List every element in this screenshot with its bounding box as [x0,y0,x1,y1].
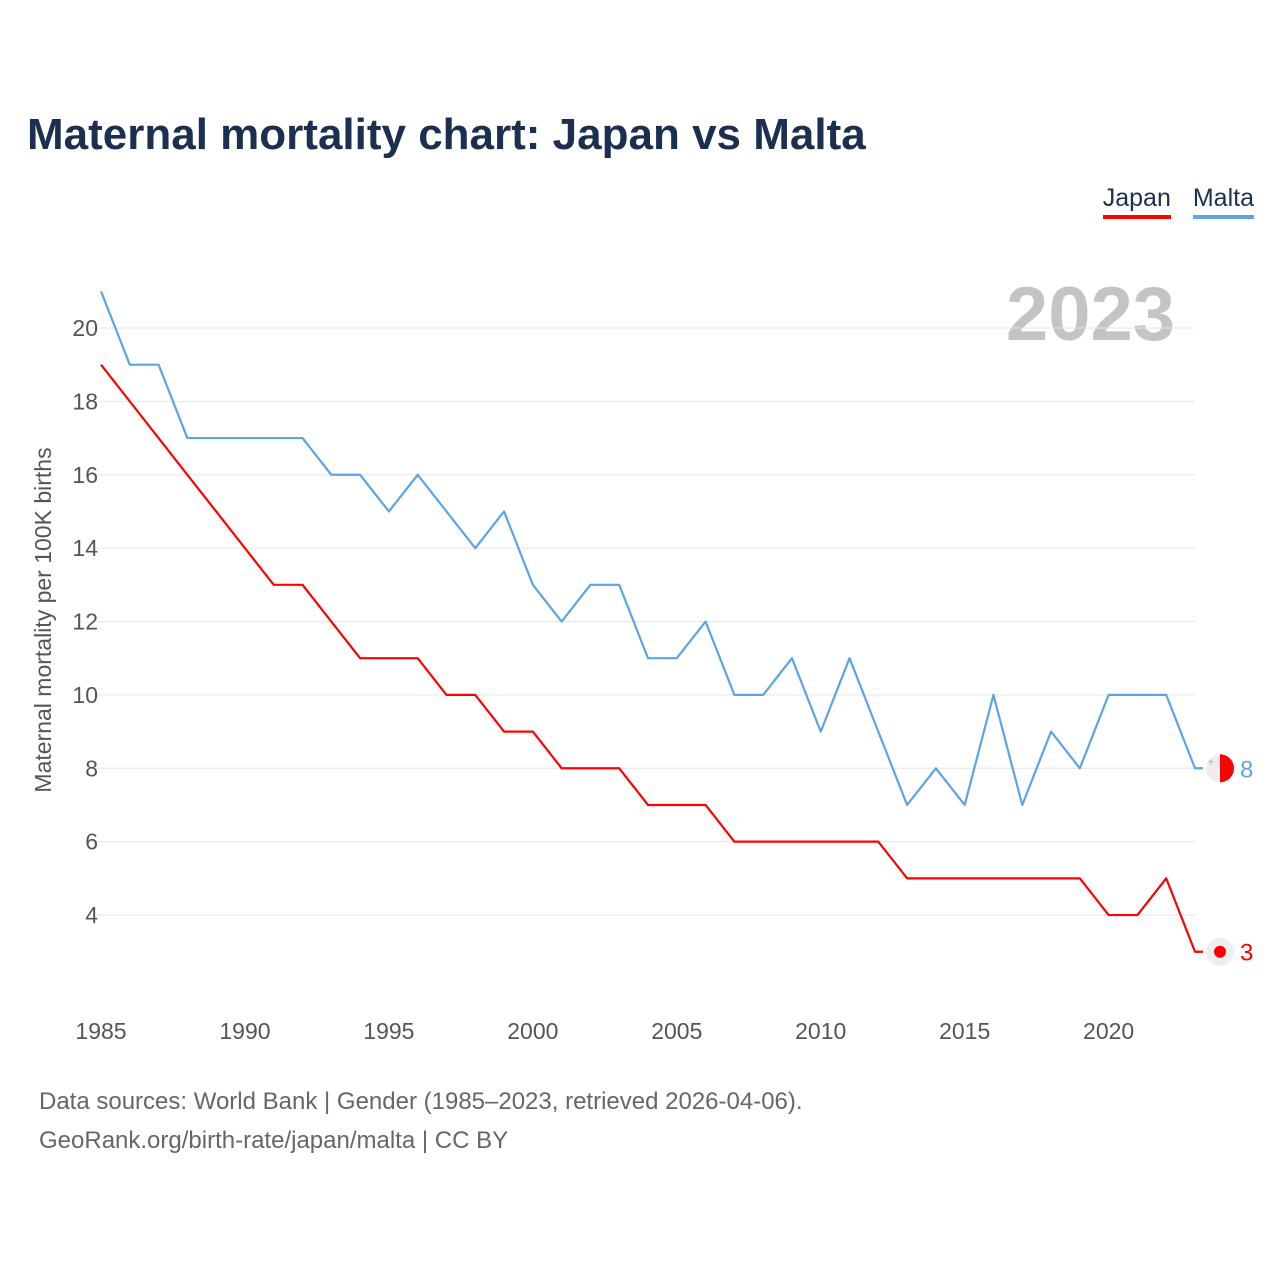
y-axis-label: Maternal mortality per 100K births [30,447,56,792]
y-tick-label: 4 [85,902,98,928]
year-watermark: 2023 [1006,272,1175,357]
y-tick-label: 16 [72,462,98,488]
y-tick-label: 12 [72,609,98,635]
series-line-malta [99,290,1203,807]
legend-japan[interactable]: Japan [1102,184,1171,219]
y-tick-label: 10 [72,682,98,708]
series-line-japan [100,364,1203,953]
y-tick-label: 20 [72,315,98,341]
x-tick-label: 2005 [651,1018,702,1044]
x-tick-label: 2010 [795,1018,846,1044]
legend: Japan Malta [1102,184,1254,219]
x-tick-label: 2000 [507,1018,558,1044]
y-tick-label: 6 [85,829,98,855]
x-tick-label: 2015 [939,1018,990,1044]
malta-flag-half [1220,754,1234,783]
x-tick-label: 1990 [219,1018,270,1044]
y-tick-label: 14 [72,535,98,561]
end-value-label-malta: 8 [1240,756,1253,783]
x-tick-label: 2020 [1083,1018,1134,1044]
page-title: Maternal mortality chart: Japan vs Malta [27,110,866,159]
legend-malta[interactable]: Malta [1192,184,1254,219]
x-tick-label: 1995 [363,1018,414,1044]
y-tick-label: 8 [85,755,98,781]
end-value-label-japan: 3 [1240,940,1253,967]
x-tick-label: 1985 [75,1018,126,1044]
japan-flag-disc [1214,945,1226,958]
malta-flag-cross: + [1208,757,1214,768]
source-line-2: GeoRank.org/birth-rate/japan/malta | CC … [39,1127,509,1154]
source-line-1: Data sources: World Bank | Gender (1985–… [39,1088,803,1115]
y-tick-label: 18 [72,388,98,414]
